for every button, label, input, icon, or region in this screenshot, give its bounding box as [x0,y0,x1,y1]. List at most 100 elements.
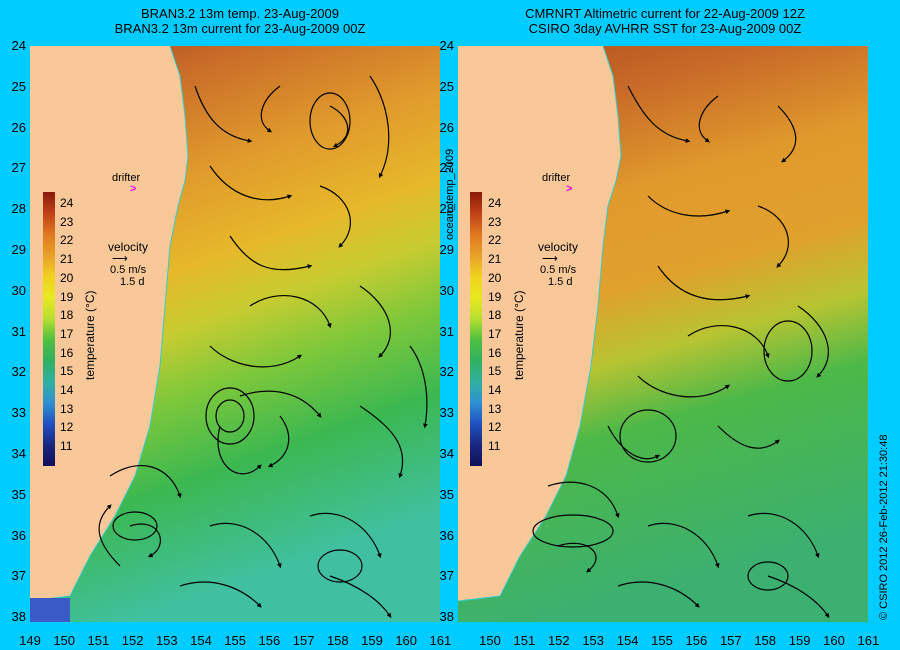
longitude-tick-label: 156 [258,633,281,648]
right-velocity-label: velocity [538,240,579,254]
latitude-tick-label: 31 [11,323,26,339]
latitude-tick-label: 31 [439,323,454,339]
colorbar-tick-label: 19 [60,289,74,304]
longitude-tick-label: 159 [361,633,383,648]
latitude-tick-label: 34 [439,446,454,461]
longitude-tick-label: 151 [87,633,110,648]
right-map-panel [458,46,868,622]
colorbar-tick-label: 14 [488,383,502,397]
colorbar-tick-label: 15 [488,364,502,379]
colorbar-tick-label: 21 [488,252,502,267]
longitude-tick-label: 153 [155,633,178,648]
left-title: BRAN3.2 13m temp. 23-Aug-2009 BRAN3.2 13… [30,6,450,36]
latitude-tick-label: 37 [11,568,26,584]
colorbar-tick-label: 21 [60,252,74,267]
right-colorbar [470,192,482,466]
right-drifter-marker: > [566,183,573,195]
longitude-tick-label: 153 [582,633,605,648]
colorbar-tick-label: 24 [60,196,74,210]
latitude-tick-label: 28 [11,201,26,217]
longitude-tick-label: 154 [190,633,212,648]
right-current-streamlines [547,85,830,618]
colorbar-tick-label: 12 [488,420,502,435]
longitude-tick-label: 158 [326,633,349,648]
latitude-tick-label: 24 [11,38,26,53]
right-velocity-scale: 0.5 m/s [540,264,577,276]
left-drifter-marker: > [130,183,137,195]
left-drifter-label: drifter [112,172,141,184]
latitude-tick-label: 36 [11,527,26,543]
colorbar-tick-label: 24 [488,196,502,210]
latitude-tick-label: 27 [11,160,26,176]
left-colorbar [43,192,55,466]
longitude-tick-label: 150 [53,633,76,648]
longitude-tick-label: 159 [788,633,811,648]
longitude-tick-label: 149 [19,633,41,648]
colorbar-tick-label: 22 [60,233,74,248]
latitude-tick-label: 25 [11,78,26,94]
longitude-tick-label: 155 [651,633,673,648]
latitude-tick-label: 30 [11,282,26,298]
longitude-tick-label: 161 [429,633,452,648]
left-map-panel [30,46,440,622]
right-drifter-label: drifter [542,172,571,184]
right-velocity-time: 1.5 d [548,276,573,288]
left-velocity-time: 1.5 d [120,276,145,288]
left-current-streamlines [98,75,428,618]
colorbar-tick-label: 16 [60,345,74,360]
longitude-tick-label: 152 [121,633,144,648]
left-eddies [112,92,363,583]
right-title-line1: CMRNRT Altimetric current for 22-Aug-200… [525,6,805,21]
longitude-tick-label: 150 [479,633,501,648]
latitude-tick-label: 34 [11,446,26,461]
right-title-line2: CSIRO 3day AVHRR SST for 23-Aug-2009 00Z [528,21,802,36]
latitude-tick-label: 32 [439,364,454,380]
left-colorbar-title: temperature (°C) [83,290,97,381]
latitude-tick-label: 35 [11,486,26,502]
latitude-tick-label: 25 [439,78,454,94]
longitude-tick-label: 158 [754,633,777,648]
colorbar-tick-label: 18 [60,308,74,323]
latitude-tick-label: 29 [11,242,26,257]
longitude-tick-label: 161 [857,633,880,648]
left-title-line1: BRAN3.2 13m temp. 23-Aug-2009 [141,6,339,21]
left-velocity-scale: 0.5 m/s [110,264,147,276]
latitude-tick-label: 33 [11,405,26,421]
colorbar-tick-label: 11 [60,439,73,454]
colorbar-tick-label: 20 [60,270,74,285]
longitude-tick-label: 160 [395,633,418,648]
colorbar-tick-label: 15 [60,364,74,379]
latitude-tick-label: 28 [439,201,454,217]
colorbar-tick-label: 20 [488,270,502,285]
colorbar-tick-label: 19 [488,289,502,304]
colorbar-tick-label: 23 [60,214,74,229]
longitude-tick-label: 157 [719,633,742,648]
longitude-tick-label: 160 [823,633,845,648]
right-eddies [532,320,813,591]
latitude-tick-label: 26 [11,119,26,135]
latitude-tick-label: 26 [439,119,454,135]
colorbar-tick-label: 13 [60,401,74,416]
latitude-tick-label: 38 [11,609,26,625]
right-velocity-arrow: ⟶ [542,253,558,265]
latitude-tick-label: 33 [439,405,454,421]
longitude-tick-label: 155 [224,633,247,648]
colorbar-tick-label: 16 [488,345,502,360]
longitude-tick-label: 157 [292,633,315,648]
left-velocity-label: velocity [108,240,149,254]
latitude-tick-label: 37 [439,568,454,584]
right-colorbar-title: temperature (°C) [512,290,526,381]
side-copyright-label: © CSIRO 2012 26-Feb-2012 21:30:48 [878,434,890,620]
latitude-tick-label: 30 [439,282,454,298]
colorbar-tick-label: 13 [488,401,502,416]
left-velocity-arrow: ⟶ [112,253,128,265]
right-title: CMRNRT Altimetric current for 22-Aug-200… [455,6,875,36]
colorbar-tick-label: 11 [488,439,501,454]
left-title-line2: BRAN3.2 13m current for 23-Aug-2009 00Z [114,21,366,36]
longitude-tick-label: 152 [547,633,570,648]
latitude-tick-label: 32 [11,364,26,380]
latitude-tick-label: 35 [439,486,454,502]
colorbar-tick-label: 17 [60,326,74,341]
latitude-tick-label: 38 [439,609,454,625]
latitude-tick-label: 24 [439,38,454,53]
